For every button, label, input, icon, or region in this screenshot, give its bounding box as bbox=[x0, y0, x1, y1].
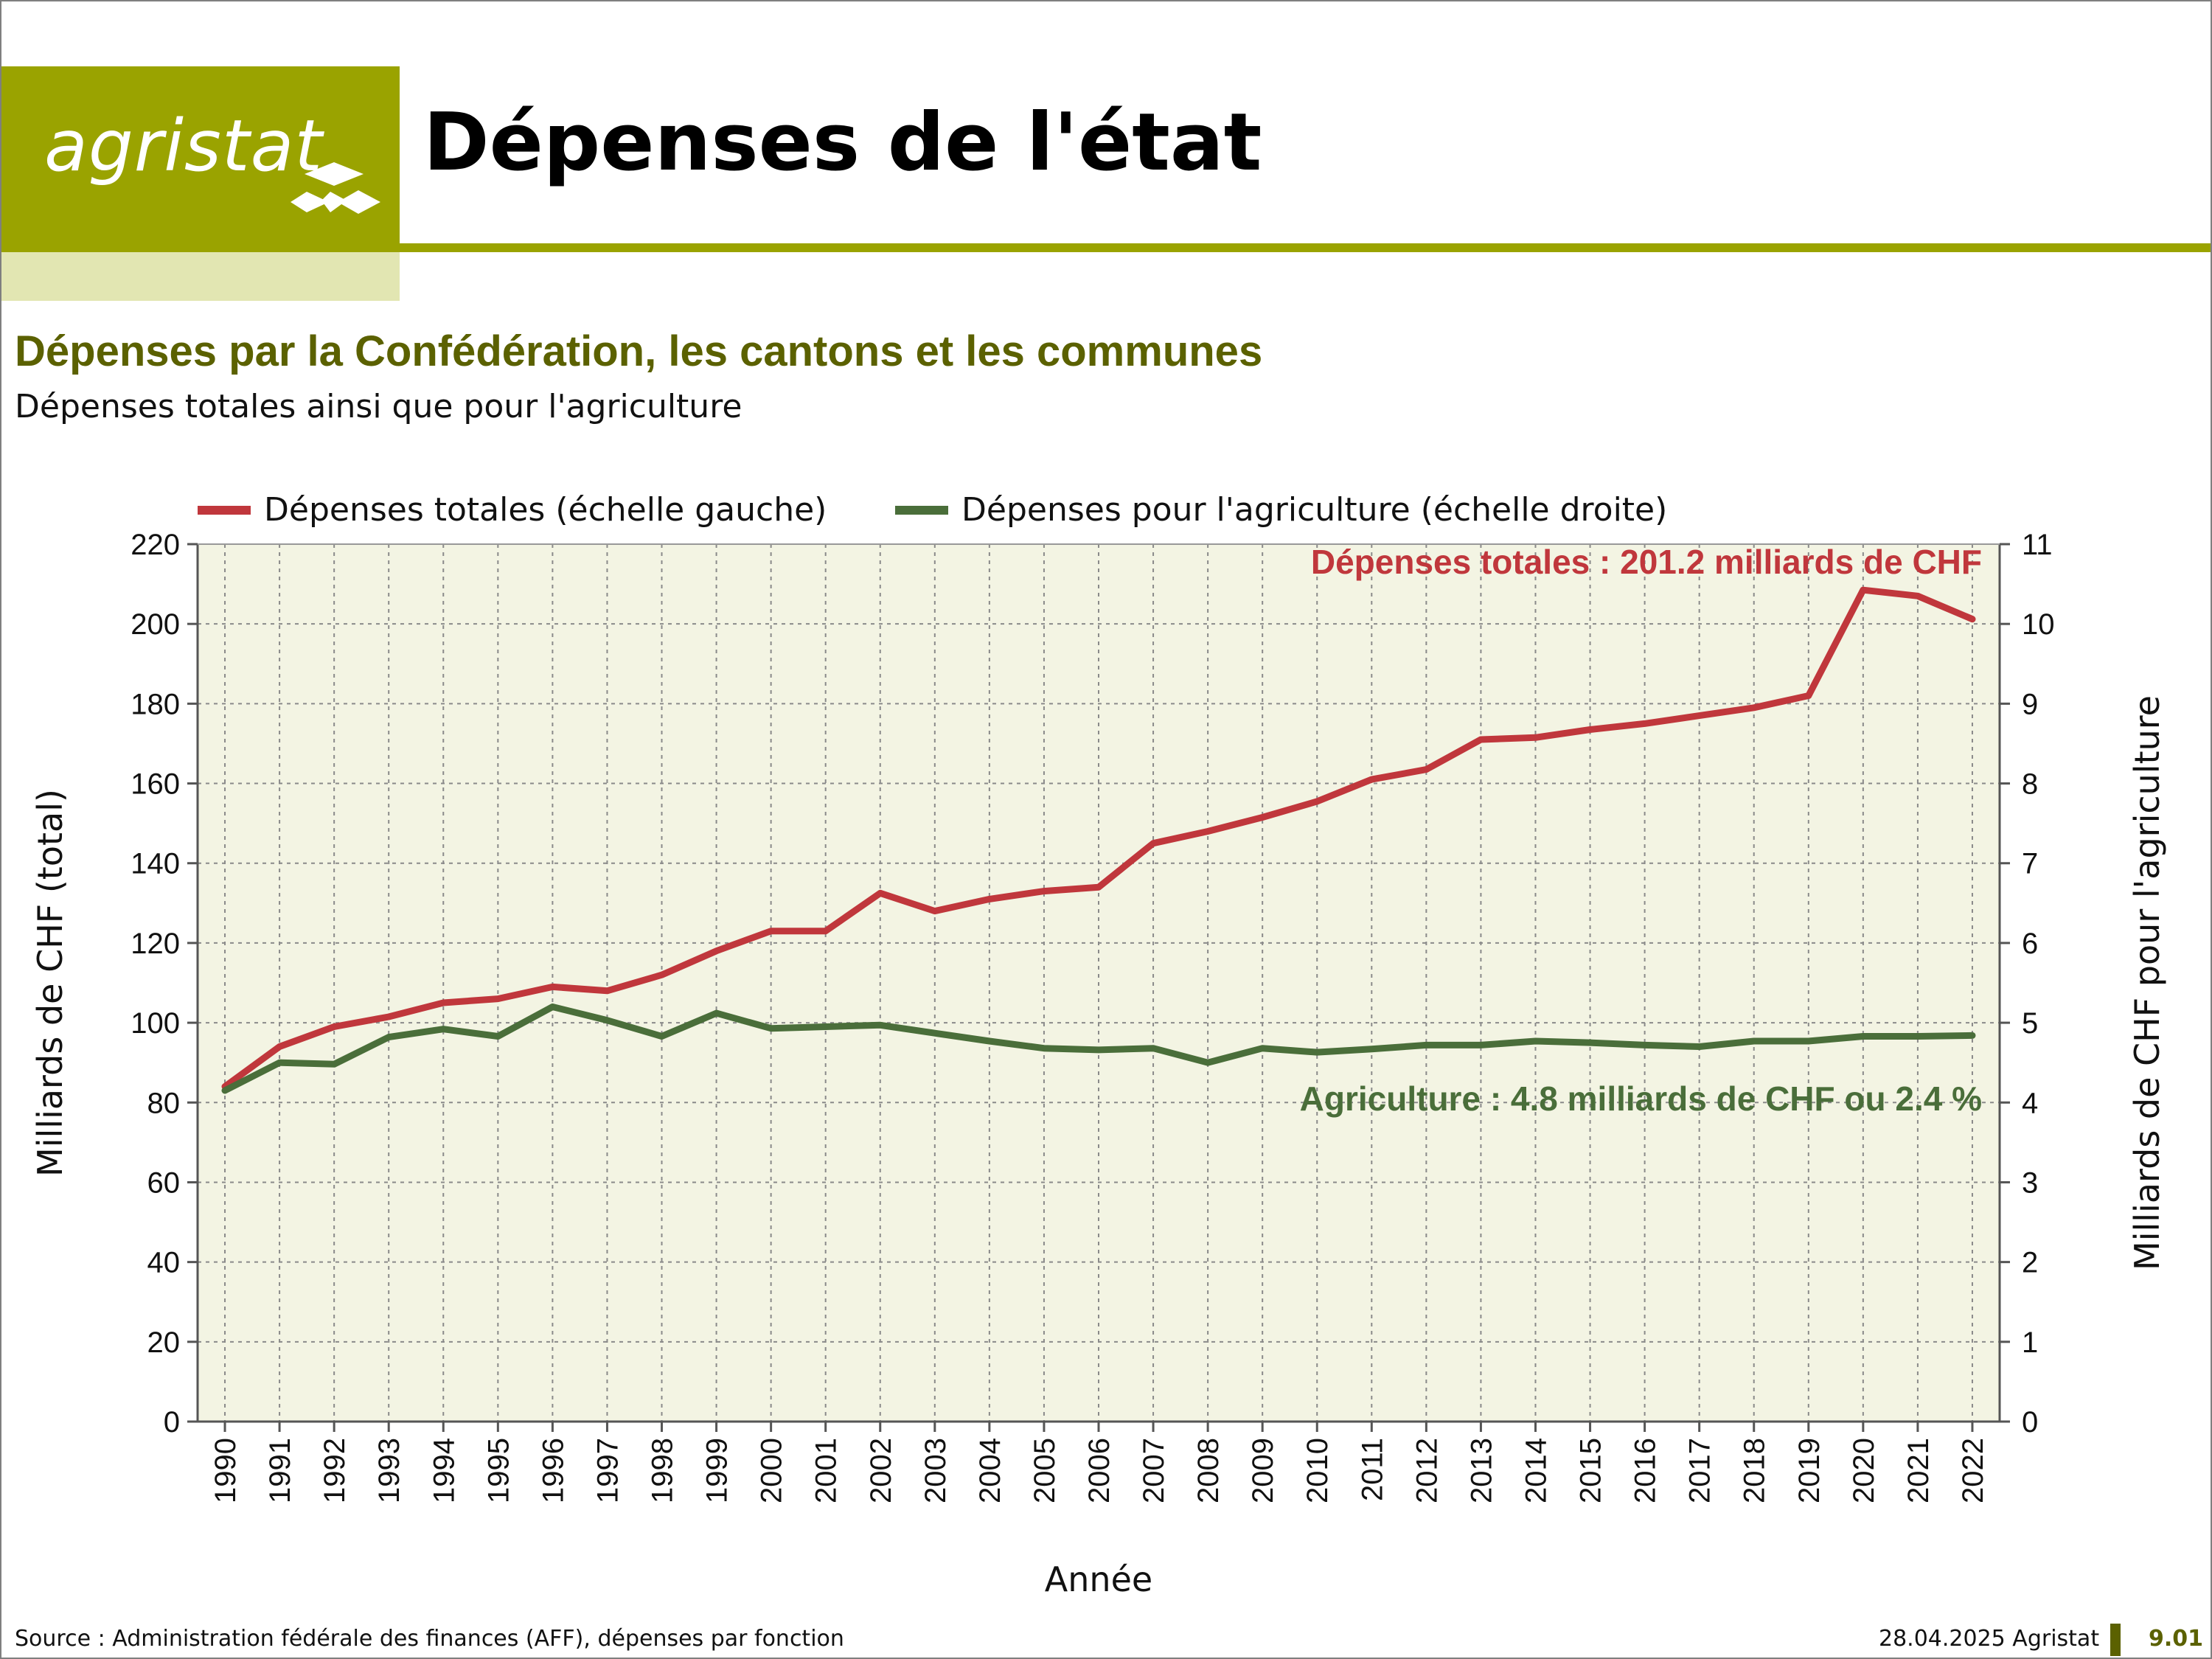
x-tick-label: 2021 bbox=[1902, 1438, 1935, 1503]
y-tick-label-right: 4 bbox=[2022, 1087, 2038, 1119]
x-tick-label: 2011 bbox=[1356, 1438, 1388, 1501]
x-tick-label: 1996 bbox=[537, 1438, 569, 1503]
legend-item-agriculture: Dépenses pour l'agriculture (échelle dro… bbox=[895, 491, 1667, 529]
x-axis-ticks: 1990 1991 1992 1993 1994 1995 1996 1997 1998 1999… bbox=[209, 1422, 1989, 1503]
y-tick-label-left: 160 bbox=[131, 768, 180, 801]
x-tick-label: 2009 bbox=[1247, 1438, 1279, 1503]
y-tick-label-left: 40 bbox=[147, 1247, 181, 1279]
y-tick-label-right: 1 bbox=[2022, 1326, 2038, 1359]
legend-swatch-total bbox=[198, 505, 251, 515]
x-tick-label: 2000 bbox=[756, 1438, 788, 1503]
logo-diamonds-icon bbox=[291, 162, 380, 214]
y-tick-label-left: 220 bbox=[131, 529, 180, 561]
y-tick-label-right: 9 bbox=[2022, 688, 2038, 720]
footer-source: Source : Administration fédérale des fin… bbox=[15, 1626, 844, 1652]
legend-label-total: Dépenses totales (échelle gauche) bbox=[264, 491, 827, 529]
y-tick-label-left: 20 bbox=[147, 1326, 181, 1359]
x-tick-label: 2008 bbox=[1192, 1438, 1225, 1503]
y-tick-label-right: 3 bbox=[2022, 1166, 2038, 1199]
grid-lines bbox=[198, 544, 2000, 1422]
logo-underbar bbox=[1, 252, 400, 301]
x-tick-label: 2014 bbox=[1520, 1438, 1552, 1503]
right-axis-ticks: 0 1 2 3 4 5 6 7 8 9 10 11 bbox=[2000, 529, 2055, 1439]
x-tick-label: 1990 bbox=[209, 1438, 242, 1503]
x-tick-label: 2017 bbox=[1684, 1438, 1717, 1503]
x-tick-label: 2018 bbox=[1739, 1438, 1771, 1503]
x-tick-label: 2002 bbox=[865, 1438, 897, 1503]
logo-text: agristat bbox=[44, 105, 324, 187]
x-tick-label: 2016 bbox=[1630, 1438, 1662, 1503]
y-tick-label-left: 0 bbox=[164, 1406, 180, 1439]
footer-divider bbox=[2110, 1624, 2121, 1656]
x-tick-label: 2007 bbox=[1138, 1438, 1170, 1503]
x-tick-label: 1999 bbox=[701, 1438, 734, 1503]
x-tick-label: 2010 bbox=[1301, 1438, 1334, 1503]
y-tick-label-left: 140 bbox=[131, 848, 180, 880]
y-axis-right-title: Milliards de CHF pour l'agriculture bbox=[2127, 695, 2167, 1270]
footer-page-number: 9.01 bbox=[2149, 1626, 2204, 1652]
x-tick-label: 2012 bbox=[1411, 1438, 1443, 1503]
legend-swatch-agriculture bbox=[895, 505, 948, 515]
chart-heading: Dépenses par la Confédération, les canto… bbox=[15, 327, 1263, 375]
header-rule bbox=[400, 243, 2211, 252]
footer-date: 28.04.2025 Agristat bbox=[1879, 1626, 2100, 1652]
x-tick-label: 2004 bbox=[974, 1438, 1006, 1503]
x-tick-label: 1993 bbox=[373, 1438, 406, 1503]
annotation-agriculture: Agriculture : 4.8 milliards de CHF ou 2.… bbox=[1300, 1079, 1982, 1118]
x-tick-label: 1998 bbox=[647, 1438, 679, 1503]
y-tick-label-right: 7 bbox=[2022, 848, 2038, 880]
series-lines bbox=[221, 586, 1976, 1094]
y-axis-left-title: Milliards de CHF (total) bbox=[30, 789, 70, 1177]
y-tick-label-left: 80 bbox=[147, 1087, 181, 1119]
left-axis-ticks: 0 20 40 60 80 100 120 140 160 180 200 220 bbox=[131, 529, 198, 1439]
chart-subheading: Dépenses totales ainsi que pour l'agricu… bbox=[15, 388, 742, 425]
x-tick-label: 2006 bbox=[1083, 1438, 1116, 1503]
y-tick-label-left: 100 bbox=[131, 1007, 180, 1040]
x-axis-title: Année bbox=[1045, 1559, 1152, 1599]
x-tick-label: 2020 bbox=[1848, 1438, 1880, 1503]
page-title: Dépenses de l'état bbox=[423, 97, 1262, 189]
y-tick-label-right: 11 bbox=[2022, 529, 2053, 561]
y-tick-label-left: 120 bbox=[131, 928, 180, 960]
y-tick-label-right: 5 bbox=[2022, 1007, 2038, 1040]
y-tick-label-right: 2 bbox=[2022, 1247, 2038, 1279]
y-tick-label-right: 6 bbox=[2022, 928, 2038, 960]
x-tick-label: 1997 bbox=[591, 1438, 624, 1503]
y-tick-label-left: 200 bbox=[131, 608, 180, 641]
x-tick-label: 2005 bbox=[1029, 1438, 1061, 1503]
y-tick-label-right: 0 bbox=[2022, 1406, 2038, 1439]
x-tick-label: 2019 bbox=[1793, 1438, 1826, 1503]
legend-label-agriculture: Dépenses pour l'agriculture (échelle dro… bbox=[961, 491, 1668, 529]
x-tick-label: 2003 bbox=[919, 1438, 952, 1503]
x-tick-label: 1992 bbox=[319, 1438, 351, 1503]
y-tick-label-left: 60 bbox=[147, 1166, 181, 1199]
annotation-total: Dépenses totales : 201.2 milliards de CH… bbox=[1311, 543, 1982, 581]
x-tick-label: 1995 bbox=[482, 1438, 515, 1503]
agristat-logo bbox=[1, 66, 400, 252]
x-tick-label: 2015 bbox=[1575, 1438, 1607, 1503]
x-tick-label: 2022 bbox=[1957, 1438, 1989, 1503]
x-tick-label: 1991 bbox=[264, 1438, 296, 1503]
y-tick-label-right: 8 bbox=[2022, 768, 2038, 801]
x-tick-label: 2013 bbox=[1465, 1438, 1498, 1503]
legend-item-total: Dépenses totales (échelle gauche) bbox=[198, 491, 827, 529]
x-tick-label: 1994 bbox=[428, 1438, 460, 1503]
y-tick-label-left: 180 bbox=[131, 688, 180, 720]
x-tick-label: 2001 bbox=[810, 1438, 843, 1503]
y-tick-label-right: 10 bbox=[2022, 608, 2055, 641]
